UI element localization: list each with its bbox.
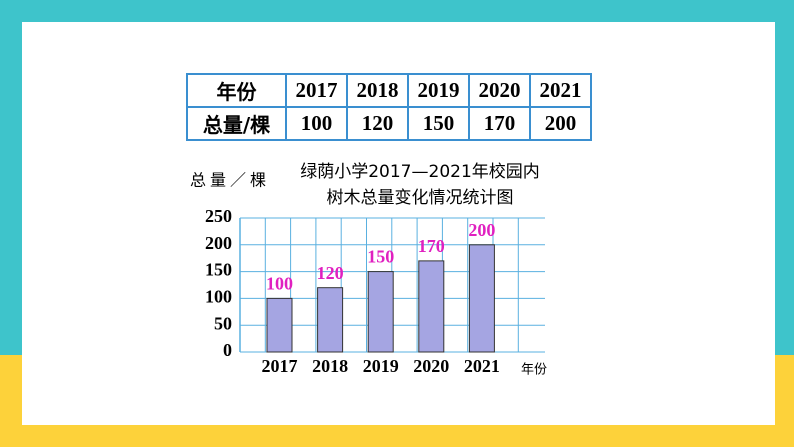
y-tick-label: 250 [205, 206, 232, 226]
y-tick-label: 150 [205, 260, 232, 280]
data-label: 170 [418, 236, 445, 256]
table-cell: 2021 [529, 73, 592, 108]
x-tick-label: 2021 [464, 356, 500, 376]
table-cell: 100 [285, 106, 348, 141]
data-table: 年份 2017 2018 2019 2020 2021 总量/棵 100 120 150 170 20… [186, 73, 592, 141]
data-label: 200 [468, 220, 495, 240]
table-cell: 200 [529, 106, 592, 141]
table-cell: 170 [468, 106, 531, 141]
bar [317, 287, 344, 353]
y-axis-label: 总量／棵 [190, 171, 270, 190]
table-cell: 总量/棵 [186, 106, 287, 141]
x-tick-label: 2020 [413, 356, 449, 376]
bar [266, 297, 293, 353]
x-tick-label: 2018 [312, 356, 348, 376]
data-label: 150 [367, 247, 394, 267]
bar [418, 260, 445, 353]
table-cell: 2020 [468, 73, 531, 108]
bar [367, 271, 394, 353]
x-axis-label: 年份 [521, 363, 547, 378]
data-label: 120 [317, 263, 344, 283]
y-tick-label: 100 [205, 287, 232, 307]
table-cell: 150 [407, 106, 470, 141]
table-cell: 2018 [346, 73, 409, 108]
chart-title: 树木总量变化情况统计图 [327, 188, 514, 208]
table-row: 年份 2017 2018 2019 2020 2021 [186, 73, 592, 108]
chart-title: 绿荫小学2017—2021年校园内 [300, 162, 540, 182]
y-tick-label: 0 [223, 340, 232, 360]
table-cell: 年份 [186, 73, 287, 108]
table-cell: 120 [346, 106, 409, 141]
x-tick-label: 2017 [262, 356, 298, 376]
y-tick-label: 200 [205, 233, 232, 253]
x-tick-label: 2019 [363, 356, 399, 376]
bar [468, 244, 495, 353]
table-cell: 2019 [407, 73, 470, 108]
y-tick-label: 50 [214, 313, 232, 333]
data-label: 100 [266, 274, 293, 294]
table-row: 总量/棵 100 120 150 170 200 [186, 106, 592, 141]
table-cell: 2017 [285, 73, 348, 108]
